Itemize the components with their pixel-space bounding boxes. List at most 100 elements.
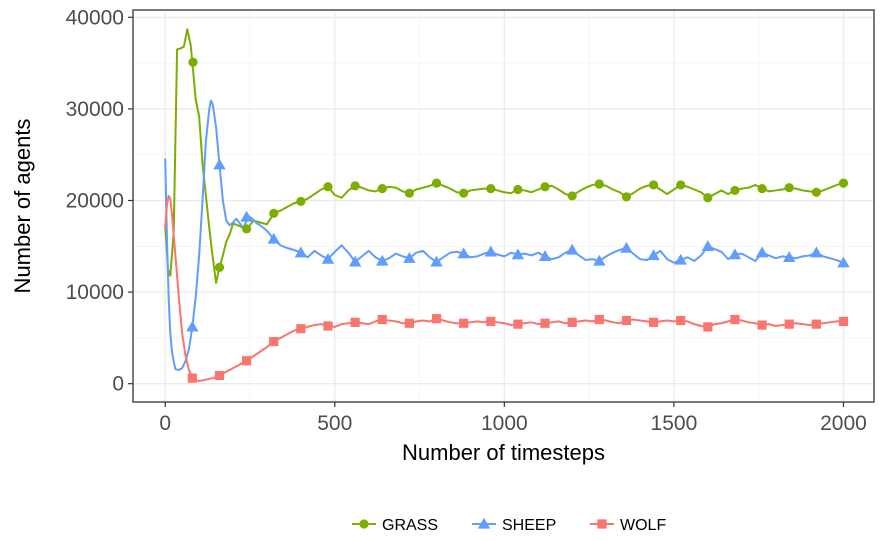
data-point-sheep [348, 255, 362, 267]
data-point-sheep [810, 246, 823, 258]
legend-item-sheep: SHEEP [472, 517, 556, 534]
data-point-wolf [703, 322, 713, 332]
x-tick-label: 1000 [481, 412, 528, 435]
x-tick-label: 500 [317, 412, 352, 435]
data-point-sheep [186, 320, 199, 332]
data-point-wolf [838, 316, 849, 327]
data-point-sheep [565, 243, 579, 255]
data-point-grass [676, 180, 686, 190]
data-point-wolf [676, 315, 686, 326]
data-point-sheep [511, 248, 525, 260]
data-point-grass [188, 57, 198, 67]
data-point-sheep [457, 247, 470, 259]
data-point-wolf [757, 320, 767, 330]
data-point-grass [486, 183, 496, 194]
y-axis-title: Number of agents [10, 119, 35, 294]
data-point-grass [269, 208, 279, 218]
data-point-wolf [323, 321, 333, 331]
data-point-wolf [431, 314, 442, 324]
data-point-grass [459, 188, 469, 198]
data-point-sheep [213, 158, 226, 170]
plot-panel-border [132, 9, 875, 403]
x-tick-label: 1500 [651, 412, 698, 435]
data-point-sheep [484, 245, 497, 257]
data-point-grass [513, 184, 523, 195]
data-point-wolf [513, 319, 523, 329]
data-point-wolf [730, 314, 740, 325]
data-point-sheep [728, 248, 742, 260]
legend-item-wolf: WOLF [590, 517, 666, 534]
data-point-grass [323, 182, 333, 192]
data-point-grass [296, 196, 306, 207]
data-point-sheep [240, 210, 253, 222]
data-point-sheep [783, 251, 796, 262]
x-axis-title: Number of timesteps [402, 440, 605, 465]
grid-lines [133, 10, 874, 402]
data-point-grass [621, 192, 632, 202]
data-point-grass [784, 183, 794, 193]
data-point-sheep [837, 256, 850, 268]
data-point-wolf [377, 314, 387, 325]
series-markers [186, 57, 850, 383]
data-point-sheep [294, 246, 308, 258]
data-point-wolf [540, 318, 550, 328]
x-tick-label: 2000 [820, 412, 867, 435]
data-point-grass [214, 262, 225, 272]
data-point-grass [377, 183, 387, 194]
series-line-wolf [164, 194, 845, 382]
data-point-sheep [538, 250, 552, 262]
data-point-grass [648, 180, 659, 190]
legend-item-grass: GRASS [352, 517, 438, 534]
data-point-sheep [620, 241, 633, 253]
data-point-grass [594, 179, 604, 189]
data-point-grass [242, 224, 252, 234]
data-point-sheep [701, 240, 715, 251]
y-tick-label: 20000 [66, 190, 124, 213]
data-point-wolf [404, 318, 414, 328]
data-point-grass [350, 181, 360, 191]
data-point-grass [730, 185, 740, 196]
plot-background [133, 10, 874, 402]
data-point-wolf [214, 370, 225, 381]
data-point-wolf [296, 324, 306, 334]
data-point-grass [703, 193, 713, 203]
data-point-wolf [242, 356, 252, 366]
data-point-grass [567, 191, 577, 201]
legend-label-grass: GRASS [382, 517, 438, 534]
data-point-sheep [376, 254, 389, 266]
data-point-grass [540, 182, 550, 192]
data-point-wolf [594, 314, 604, 325]
data-point-wolf [187, 373, 197, 383]
legend-label-wolf: WOLF [620, 517, 666, 534]
legend: GRASS SHEEP WOLF [352, 517, 666, 534]
y-tick-label: 0 [112, 373, 124, 396]
data-point-grass [431, 178, 442, 188]
x-tick-label: 0 [159, 412, 171, 435]
data-point-wolf [486, 316, 496, 327]
data-point-wolf [459, 318, 469, 328]
legend-label-sheep: SHEEP [502, 517, 556, 534]
data-point-wolf [567, 317, 577, 327]
data-point-wolf [784, 319, 794, 329]
data-point-grass [838, 178, 849, 188]
data-point-sheep [267, 232, 280, 244]
y-tick-label: 40000 [66, 6, 124, 29]
data-point-sheep [593, 254, 606, 266]
data-point-grass [757, 183, 767, 194]
data-point-sheep [755, 246, 769, 258]
data-point-wolf [621, 315, 632, 326]
y-tick-label: 30000 [66, 98, 124, 121]
data-point-grass [811, 187, 821, 197]
data-point-wolf [648, 317, 659, 327]
legend-key-marker [477, 517, 491, 529]
legend-key-marker [597, 519, 607, 529]
data-point-sheep [321, 252, 335, 264]
legend-key-marker [359, 519, 369, 529]
data-point-sheep [403, 252, 416, 263]
data-point-sheep [430, 255, 443, 267]
data-point-wolf [269, 336, 279, 347]
data-point-sheep [674, 253, 687, 265]
